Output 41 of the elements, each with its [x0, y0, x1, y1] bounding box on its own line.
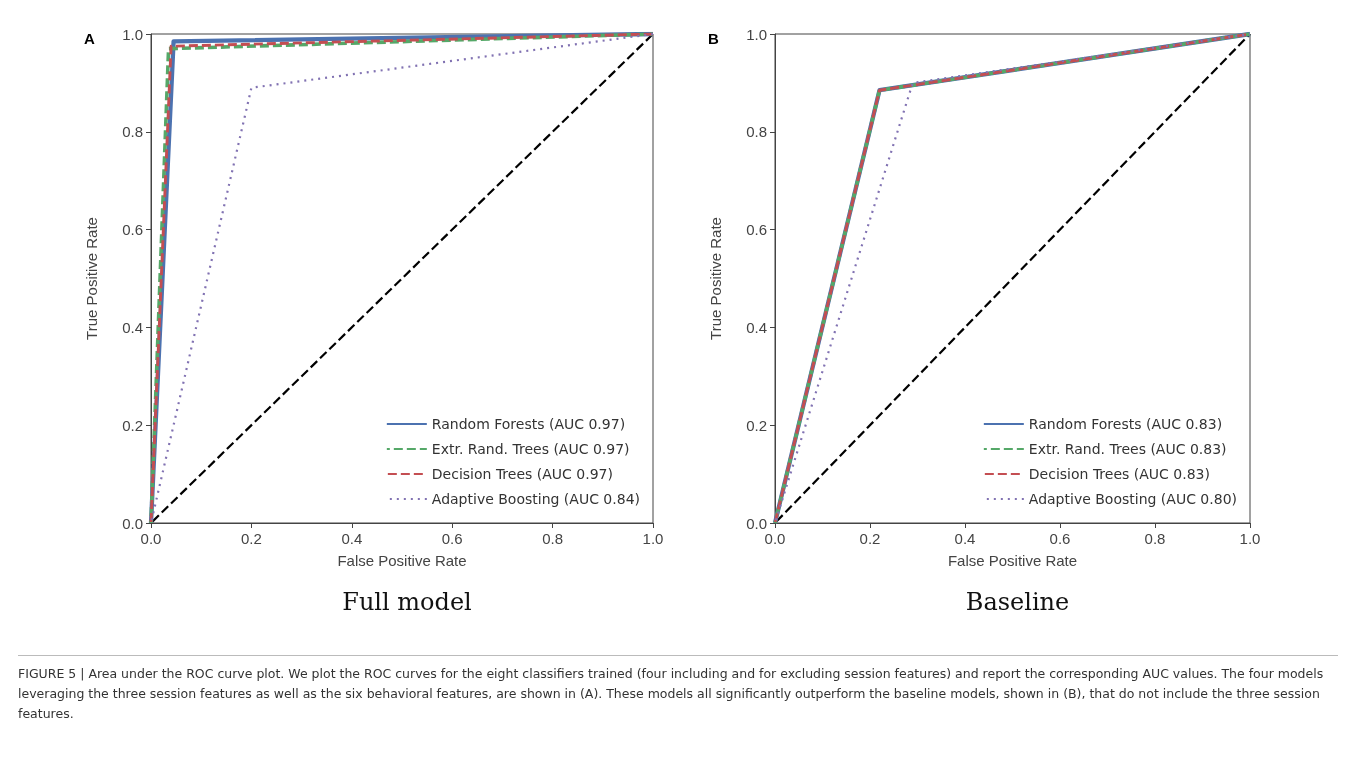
x-tick-label: 0.8	[542, 530, 564, 547]
x-tick-label: 0.0	[140, 530, 162, 547]
chart-title: B	[708, 30, 719, 47]
legend-label: Decision Trees (AUC 0.83)	[1028, 466, 1210, 482]
y-tick-label: 0.2	[122, 416, 143, 434]
y-tick-label: 0.6	[746, 221, 767, 239]
x-tick-label: 0.8	[1144, 530, 1166, 547]
x-axis-title: False Positive Rate	[337, 552, 467, 569]
text: Full model	[342, 588, 472, 616]
y-tick-label: 0.8	[746, 123, 767, 141]
y-tick-label: 0.0	[746, 514, 767, 532]
x-tick-label: 0.4	[954, 530, 976, 547]
x-tick-label: 0.0	[764, 530, 786, 547]
y-tick-label: 0.6	[122, 221, 143, 239]
x-tick-label: 0.4	[341, 530, 363, 547]
y-axis-title: True Positive Rate	[83, 217, 100, 340]
legend-label: Decision Trees (AUC 0.97)	[431, 466, 613, 482]
legend-label: Extr. Rand. Trees (AUC 0.97)	[431, 441, 630, 457]
legend-label: Adaptive Boosting (AUC 0.80)	[1028, 491, 1238, 507]
x-axis-title: False Positive Rate	[947, 552, 1078, 569]
y-tick-label: 0.0	[122, 514, 143, 532]
legend-label: Random Forests (AUC 0.83)	[1028, 416, 1223, 432]
text: Baseline	[965, 588, 1070, 616]
x-tick-label: 1.0	[1239, 530, 1261, 547]
x-tick-label: 1.0	[642, 530, 664, 547]
chart-title: A	[84, 30, 95, 47]
y-tick-label: 1.0	[746, 25, 767, 43]
legend-label: Adaptive Boosting (AUC 0.84)	[431, 491, 641, 507]
legend-label: Extr. Rand. Trees (AUC 0.83)	[1028, 441, 1227, 457]
x-tick-label: 0.2	[240, 530, 262, 547]
x-tick-label: 0.6	[441, 530, 463, 547]
y-tick-label: 0.4	[122, 318, 143, 336]
y-tick-label: 1.0	[122, 25, 143, 43]
x-tick-label: 0.2	[859, 530, 881, 547]
y-tick-label: 0.8	[122, 123, 143, 141]
y-axis-title: True Positive Rate	[707, 217, 724, 340]
caption: FIGURE 5 | Area under the ROC curve plot. We plot the ROC curves for the eight classifiers trained (four including and for excluding session features) and report the corresponding AUC values. The four models leveraging the three session features as well as the six behavioral features, are shown in (A). These models all significantly outperform the baseline models, shown in (B), that do not include the three session features.	[18, 655, 1338, 724]
y-tick-label: 0.2	[746, 416, 767, 434]
legend-label: Random Forests (AUC 0.97)	[431, 416, 626, 432]
x-tick-label: 0.6	[1049, 530, 1071, 547]
y-tick-label: 0.4	[746, 318, 767, 336]
